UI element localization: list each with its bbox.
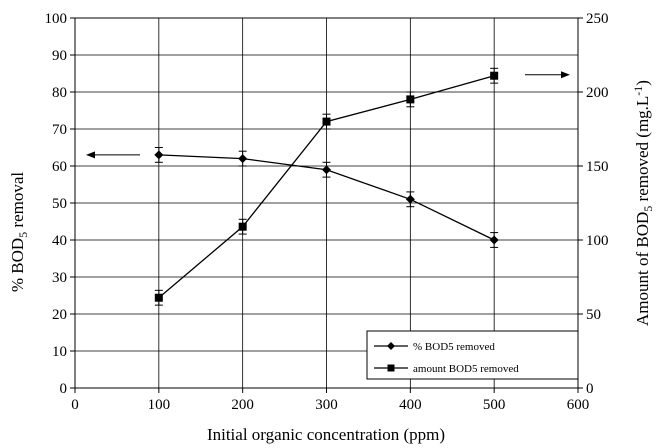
right-tick-label: 0 <box>586 381 594 397</box>
legend-square-marker <box>387 364 395 372</box>
x-tick-label: 200 <box>231 397 254 413</box>
data-point-diamond <box>154 150 164 160</box>
left-tick-label: 0 <box>60 381 68 397</box>
right-axis-arrow-head <box>561 71 570 79</box>
y-axis-right-title: Amount of BOD5 removed (mg.L-1) <box>631 80 655 326</box>
left-axis-arrow-head <box>86 151 95 159</box>
series-layer <box>154 67 499 306</box>
legend-label-amount: amount BOD5 removed <box>413 363 519 375</box>
left-tick-label: 20 <box>52 307 67 323</box>
data-point-square <box>406 95 415 104</box>
series-amount-bod5-removed <box>154 67 499 306</box>
data-point-diamond <box>405 194 415 204</box>
right-tick-label: 50 <box>586 307 601 323</box>
data-point-square <box>154 293 163 302</box>
right-tick-label: 200 <box>586 85 609 101</box>
data-point-diamond <box>238 154 248 164</box>
x-tick-label: 100 <box>148 397 171 413</box>
left-tick-label: 60 <box>52 159 67 175</box>
left-tick-label: 100 <box>45 11 68 27</box>
legend-diamond-marker <box>387 342 395 350</box>
data-point-square <box>322 117 331 126</box>
series-pct-bod5-removed <box>154 147 499 248</box>
x-tick-label: 400 <box>399 397 422 413</box>
right-tick-label: 150 <box>586 159 609 175</box>
left-tick-labels: 0 10 20 30 40 50 60 70 80 90 100 <box>45 11 75 397</box>
legend: % BOD5 removed amount BOD5 removed <box>366 330 579 380</box>
y-axis-left-title: % BOD5 removal <box>8 172 30 293</box>
axis-arrows <box>86 71 570 159</box>
right-tick-label: 100 <box>586 233 609 249</box>
right-tick-labels: 0 50 100 150 200 250 <box>578 11 609 397</box>
left-tick-label: 70 <box>52 122 67 138</box>
data-point-diamond <box>489 235 499 245</box>
left-tick-label: 40 <box>52 233 67 249</box>
left-tick-label: 50 <box>52 196 67 212</box>
data-point-square <box>490 71 499 80</box>
x-tick-label: 300 <box>315 397 338 413</box>
x-axis-title: Initial organic concentration (ppm) <box>207 425 445 444</box>
legend-box <box>366 330 579 380</box>
x-tick-label: 500 <box>483 397 506 413</box>
data-point-diamond <box>322 165 331 175</box>
left-tick-label: 80 <box>52 85 67 101</box>
x-tick-labels: 0 100 200 300 400 500 600 <box>71 388 589 413</box>
right-tick-label: 250 <box>586 11 609 27</box>
x-tick-label: 600 <box>567 397 590 413</box>
left-tick-label: 30 <box>52 270 67 286</box>
x-tick-label: 0 <box>71 397 79 413</box>
left-tick-label: 90 <box>52 48 67 64</box>
data-point-square <box>238 222 247 231</box>
legend-label-pct: % BOD5 removed <box>413 341 495 353</box>
left-tick-label: 10 <box>52 344 67 360</box>
